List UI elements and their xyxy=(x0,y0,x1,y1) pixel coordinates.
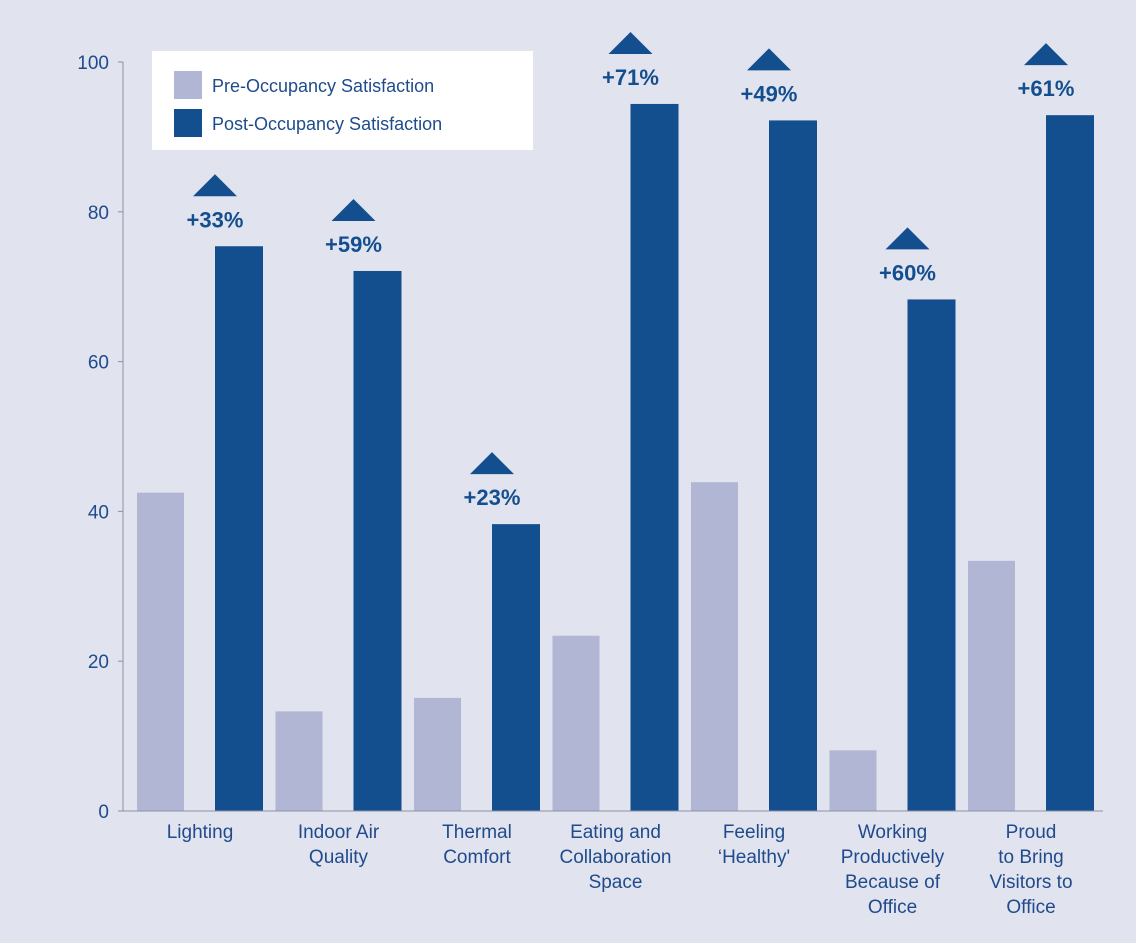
x-tick-label: Thermal Comfort xyxy=(442,822,512,868)
increase-triangle-icon xyxy=(1024,43,1068,66)
bar-post-occupancy xyxy=(769,120,817,811)
legend-label: Post-Occupancy Satisfaction xyxy=(212,114,442,134)
bar-pre-occupancy xyxy=(275,711,323,811)
bar-post-occupancy xyxy=(353,270,402,811)
bar-post-occupancy xyxy=(215,246,263,811)
y-tick-label: 20 xyxy=(88,652,109,673)
increase-triangle-icon xyxy=(193,174,237,197)
x-tick-label: Feeling ‘Healthy' xyxy=(718,822,790,868)
change-label: +59% xyxy=(325,232,382,257)
y-axis: 0 20 40 60 80 100 xyxy=(77,53,124,823)
change-label: +23% xyxy=(464,485,521,510)
bar-pre-occupancy xyxy=(691,482,738,811)
legend-box xyxy=(152,51,533,150)
change-label: +61% xyxy=(1018,76,1075,101)
legend: Pre-Occupancy Satisfaction Post-Occupancy… xyxy=(152,51,533,150)
bar-post-occupancy xyxy=(907,299,956,811)
change-label: +33% xyxy=(187,207,244,232)
bar-post-occupancy xyxy=(1046,115,1094,811)
bar-pre-occupancy xyxy=(968,560,1015,811)
bar-pre-occupancy xyxy=(552,635,600,811)
increase-triangle-icon xyxy=(331,198,376,221)
y-tick-label: 100 xyxy=(77,53,109,74)
change-label: +49% xyxy=(741,81,798,106)
x-tick-label: Lighting xyxy=(167,822,234,843)
bar-pre-occupancy xyxy=(414,697,461,811)
bar-post-occupancy xyxy=(630,103,679,812)
legend-swatch xyxy=(174,71,202,99)
increase-triangle-icon xyxy=(608,31,653,54)
legend-label: Pre-Occupancy Satisfaction xyxy=(212,76,434,96)
y-tick-label: 60 xyxy=(88,353,109,374)
bars xyxy=(137,103,1094,812)
x-tick-label: Working Productively Because of Office xyxy=(841,822,945,918)
bar-post-occupancy xyxy=(492,524,540,811)
bar-pre-occupancy xyxy=(829,750,877,811)
y-tick-label: 0 xyxy=(98,802,109,823)
x-axis: Lighting Indoor Air Quality Thermal Comfort E… xyxy=(123,810,1103,918)
x-tick-label: Eating and Collaboration Space xyxy=(560,822,672,893)
change-annotations: +33% +59% +23% +71% +49% +60% +61% xyxy=(187,31,1075,510)
change-label: +71% xyxy=(602,65,659,90)
change-label: +60% xyxy=(879,260,936,285)
x-tick-label: Proud to Bring Visitors to Office xyxy=(989,822,1072,918)
increase-triangle-icon xyxy=(747,48,791,71)
y-tick-label: 80 xyxy=(88,203,109,224)
y-tick-label: 40 xyxy=(88,502,109,523)
x-tick-label: Indoor Air Quality xyxy=(298,822,380,868)
legend-swatch xyxy=(174,109,202,137)
increase-triangle-icon xyxy=(885,227,930,250)
increase-triangle-icon xyxy=(470,452,514,475)
bar-pre-occupancy xyxy=(137,492,184,811)
